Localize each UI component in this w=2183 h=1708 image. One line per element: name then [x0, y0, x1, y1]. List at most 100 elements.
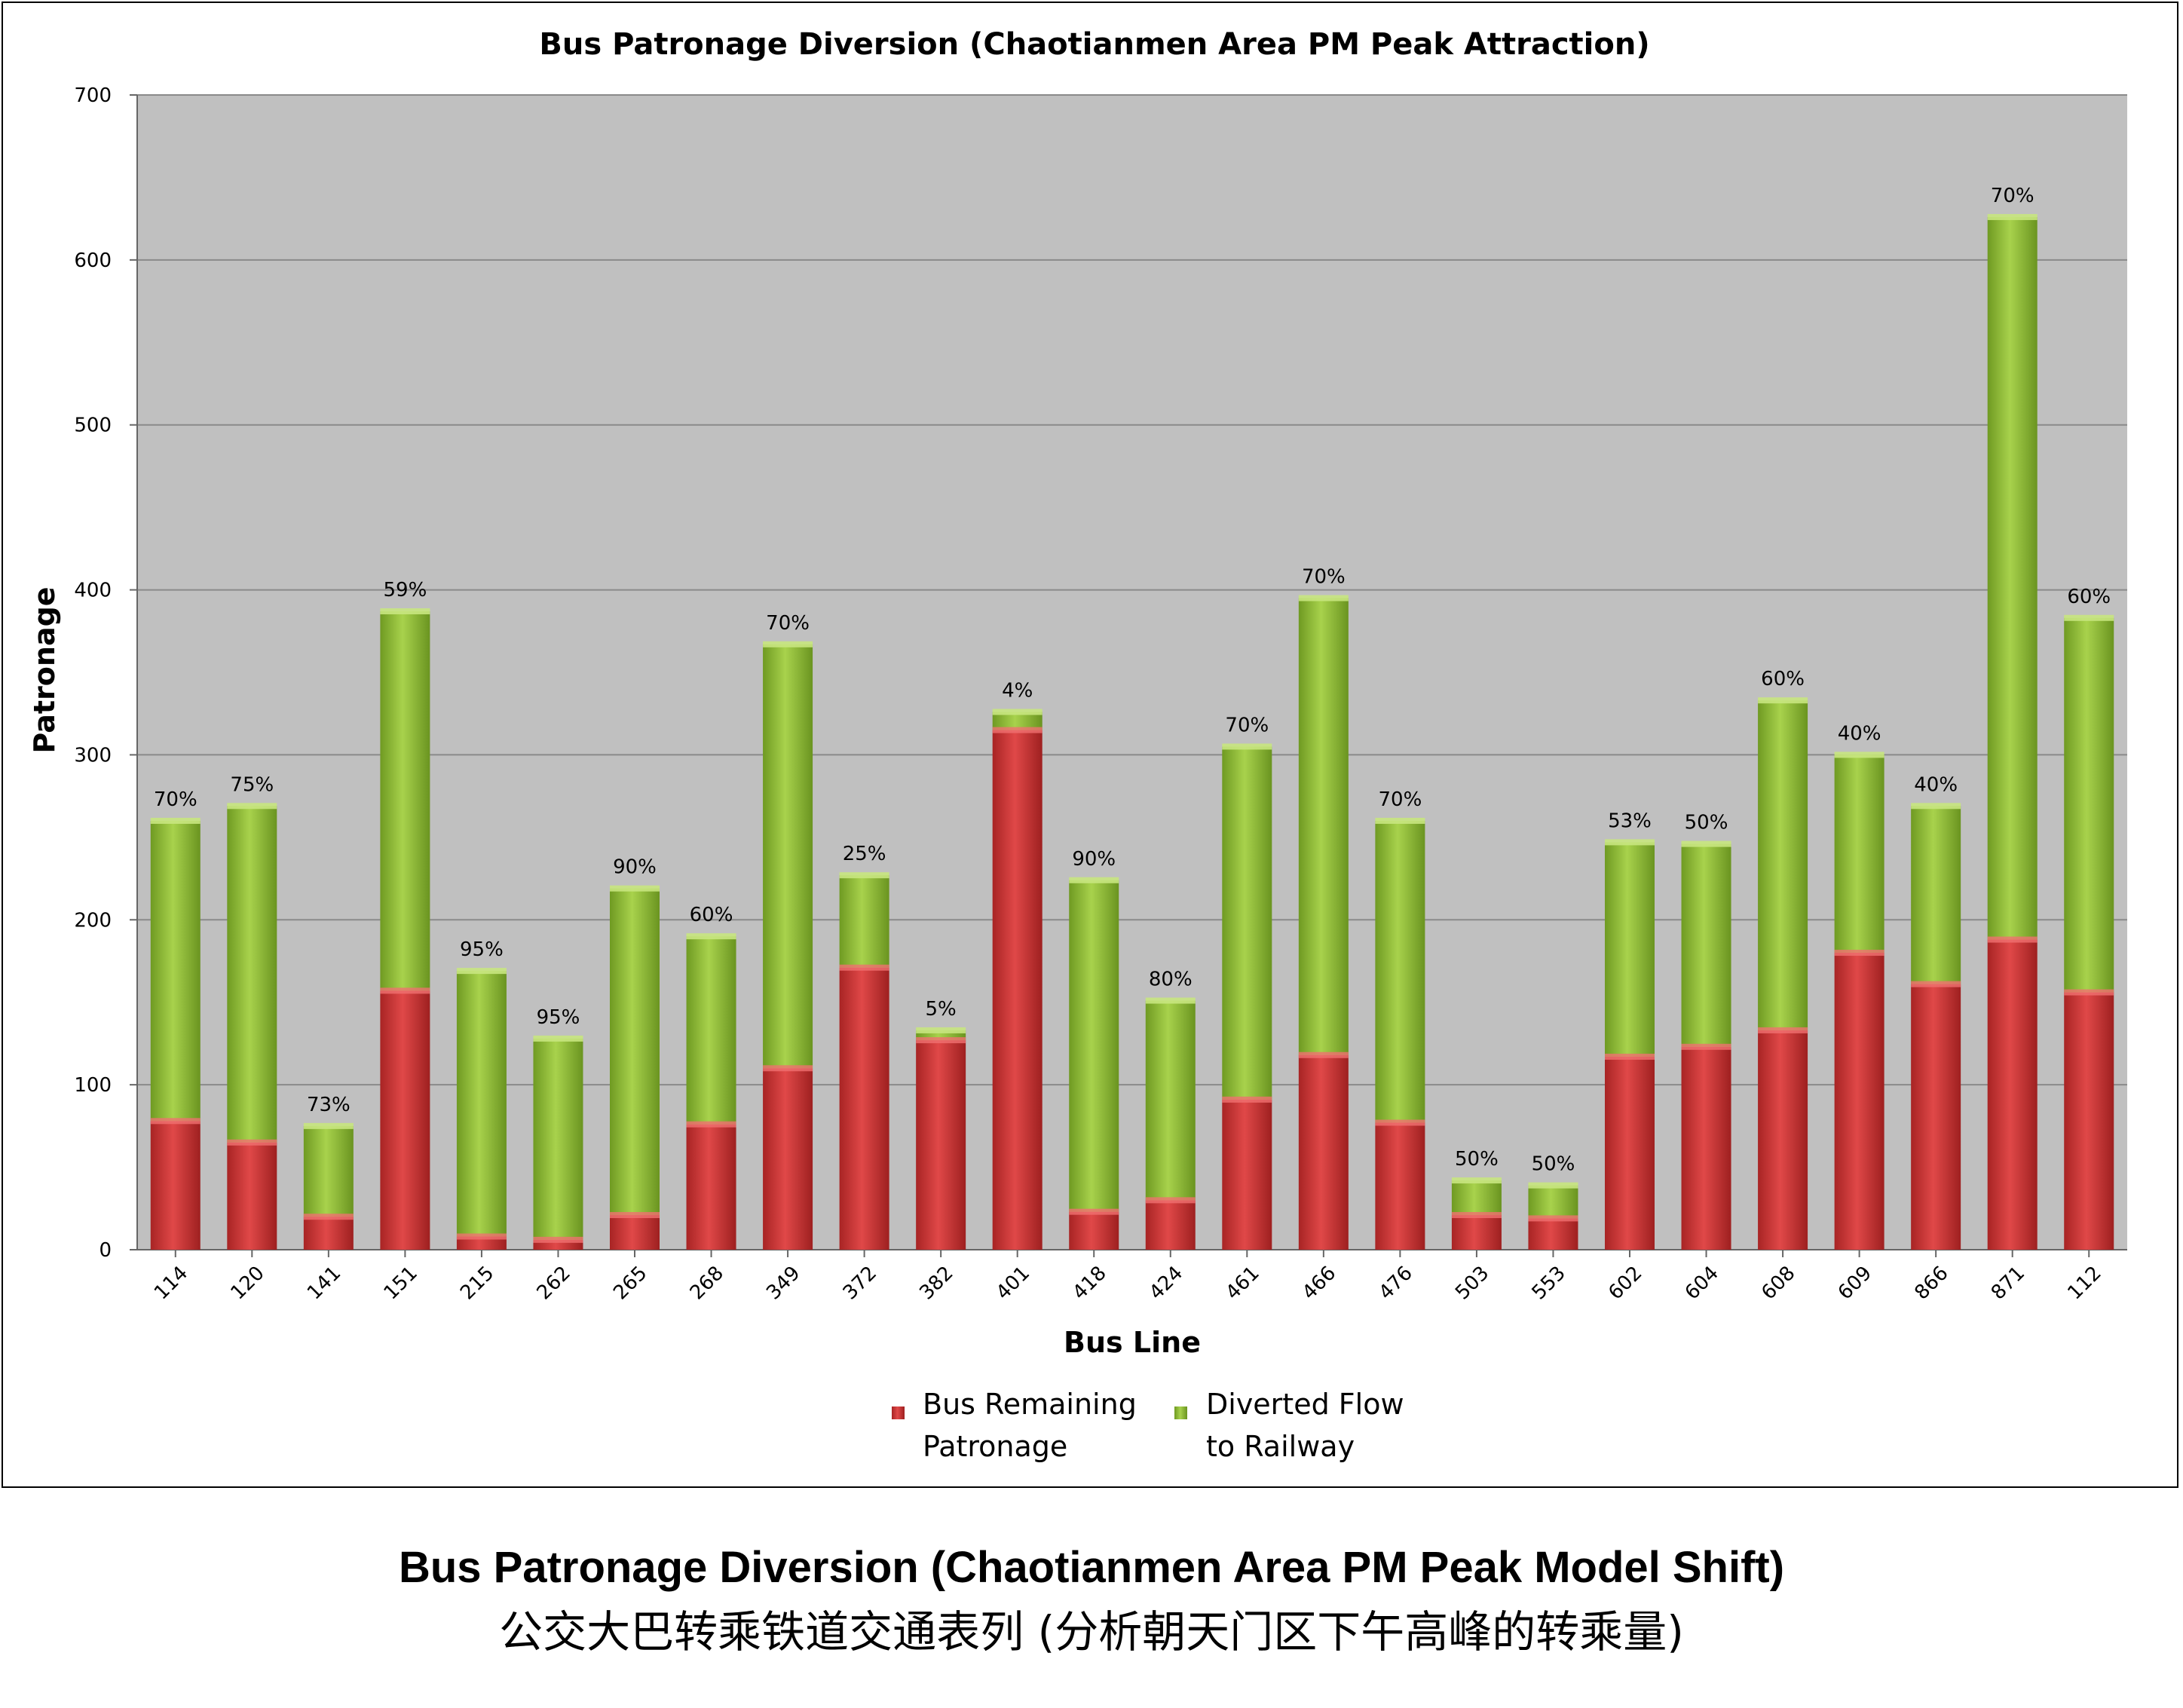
bar-diverted-cap-215	[456, 968, 507, 975]
bar-diverted-cap-418	[1069, 877, 1119, 883]
x-tick-label-609: 609	[1834, 1262, 1876, 1304]
bar-diverted-cap-349	[763, 641, 813, 647]
figure-caption: Bus Patronage Diversion (Chaotianmen Are…	[0, 1538, 2183, 1666]
data-label-553: 50%	[1532, 1153, 1575, 1176]
data-label-265: 90%	[613, 856, 657, 879]
bar-diverted-cap-476	[1375, 817, 1425, 824]
x-tick-label-866: 866	[1910, 1262, 1952, 1304]
bar-diverted-cap-602	[1605, 839, 1655, 846]
bar-remaining-cap-866	[1911, 981, 1961, 987]
bar-diverted-349	[763, 644, 813, 1069]
bar-diverted-609	[1834, 755, 1884, 953]
bar-remaining-cap-609	[1834, 950, 1884, 957]
bar-remaining-602	[1605, 1056, 1655, 1250]
bar-remaining-215	[456, 1236, 507, 1250]
bar-diverted-cap-461	[1222, 743, 1272, 750]
data-label-349: 70%	[766, 612, 810, 635]
data-label-382: 5%	[926, 998, 957, 1021]
bar-diverted-602	[1605, 842, 1655, 1057]
legend-label-remaining-line1: Bus Remaining	[923, 1388, 1137, 1421]
bar-remaining-609	[1834, 953, 1884, 1250]
bar-diverted-608	[1758, 700, 1808, 1030]
x-tick-label-466: 466	[1298, 1262, 1340, 1304]
bar-remaining-cap-602	[1605, 1053, 1655, 1060]
legend-swatch-diverted	[1174, 1406, 1187, 1419]
plot-area	[137, 95, 2127, 1250]
bar-remaining-cap-608	[1758, 1027, 1808, 1033]
bar-diverted-cap-112	[2064, 614, 2114, 621]
bar-diverted-cap-424	[1145, 997, 1196, 1004]
bar-remaining-cap-461	[1222, 1096, 1272, 1103]
bar-remaining-382	[916, 1040, 966, 1250]
bar-remaining-503	[1451, 1215, 1502, 1250]
bar-remaining-424	[1145, 1200, 1196, 1250]
bar-diverted-461	[1222, 746, 1272, 1100]
x-tick-label-382: 382	[915, 1262, 957, 1304]
x-tick-label-141: 141	[303, 1262, 345, 1304]
data-label-418: 90%	[1072, 848, 1116, 871]
bar-diverted-cap-503	[1451, 1177, 1502, 1184]
y-axis-title: Patronage	[28, 586, 61, 753]
data-label-466: 70%	[1302, 566, 1346, 589]
data-label-401: 4%	[1002, 680, 1033, 702]
stacked-bar-chart: Bus Patronage Diversion (Chaotianmen Are…	[28, 27, 2127, 1463]
bar-remaining-268	[686, 1124, 736, 1250]
bar-remaining-cap-372	[839, 964, 889, 971]
data-label-262: 95%	[537, 1006, 580, 1029]
bar-diverted-151	[380, 611, 430, 991]
x-tick-label-461: 461	[1221, 1262, 1263, 1304]
x-tick-label-424: 424	[1145, 1262, 1187, 1304]
data-label-141: 73%	[307, 1094, 351, 1116]
x-axis-title: Bus Line	[1064, 1326, 1201, 1359]
x-tick-label-476: 476	[1375, 1262, 1417, 1304]
bar-diverted-424	[1145, 1000, 1196, 1201]
bar-diverted-120	[227, 806, 277, 1143]
data-label-871: 70%	[1991, 185, 2035, 207]
bar-remaining-cap-503	[1451, 1212, 1502, 1219]
caption-chinese: 公交大巴转乘铁道交通表列 (分析朝天门区下午高峰的转乘量)	[499, 1606, 1684, 1657]
data-label-372: 25%	[843, 843, 886, 865]
bar-diverted-cap-553	[1528, 1182, 1578, 1189]
bar-diverted-cap-609	[1834, 751, 1884, 758]
bar-remaining-cap-268	[686, 1121, 736, 1128]
x-tick-label-503: 503	[1451, 1262, 1493, 1304]
legend: Bus Remaining Patronage Diverted Flow to…	[892, 1388, 1404, 1463]
bar-diverted-262	[533, 1038, 583, 1240]
x-tick-label-114: 114	[150, 1262, 192, 1304]
bar-diverted-cap-866	[1911, 803, 1961, 810]
x-tick-label-349: 349	[762, 1262, 804, 1304]
bar-remaining-871	[1987, 939, 2038, 1250]
x-tick-label-553: 553	[1528, 1262, 1570, 1304]
bar-diverted-401	[992, 712, 1043, 730]
data-label-604: 50%	[1685, 812, 1728, 834]
bar-diverted-cap-141	[303, 1122, 354, 1129]
bar-remaining-cap-112	[2064, 989, 2114, 996]
bar-diverted-cap-401	[992, 709, 1043, 715]
x-tick-label-151: 151	[380, 1262, 422, 1304]
bar-remaining-141	[303, 1217, 354, 1250]
bar-diverted-cap-265	[610, 885, 660, 892]
bar-diverted-cap-120	[227, 803, 277, 810]
y-tick-label: 400	[74, 580, 112, 602]
data-label-609: 40%	[1838, 722, 1881, 745]
bar-remaining-553	[1528, 1218, 1578, 1250]
bar-remaining-866	[1911, 984, 1961, 1250]
caption-english: Bus Patronage Diversion (Chaotianmen Are…	[398, 1543, 1785, 1592]
legend-label-diverted-line1: Diverted Flow	[1206, 1388, 1404, 1421]
y-tick-label: 0	[99, 1239, 112, 1262]
bar-remaining-cap-466	[1298, 1051, 1349, 1058]
x-tick-label-120: 120	[226, 1262, 268, 1304]
bar-remaining-466	[1298, 1054, 1349, 1250]
bar-remaining-cap-114	[150, 1118, 201, 1125]
x-tick-label-418: 418	[1068, 1262, 1110, 1304]
bar-remaining-cap-604	[1681, 1043, 1731, 1050]
bar-diverted-cap-151	[380, 608, 430, 615]
data-label-424: 80%	[1149, 969, 1193, 991]
legend-swatch-remaining	[892, 1406, 905, 1419]
y-tick-label: 200	[74, 909, 112, 932]
bar-diverted-cap-268	[686, 933, 736, 940]
bar-remaining-cap-151	[380, 987, 430, 994]
bar-diverted-112	[2064, 617, 2114, 993]
x-tick-label-372: 372	[839, 1262, 881, 1304]
x-tick-label-265: 265	[609, 1262, 651, 1304]
